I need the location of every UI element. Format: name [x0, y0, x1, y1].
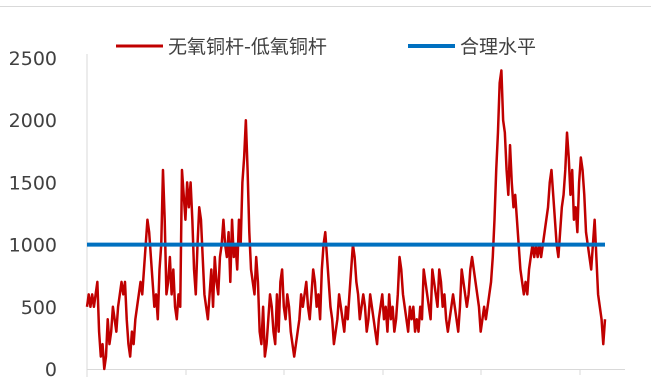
series-spread [85, 69, 607, 371]
chart-legend: 无氧铜杆-低氧铜杆 合理水平 [116, 36, 536, 58]
frame-top-rule [0, 6, 651, 7]
y-tick-label: 1000 [9, 235, 57, 257]
legend-label: 合理水平 [460, 36, 536, 58]
series-layer [85, 69, 607, 371]
y-tick-label: 2500 [9, 48, 57, 70]
y-tick-label: 1500 [9, 172, 57, 194]
series-line-spread [85, 69, 607, 371]
legend-label: 无氧铜杆-低氧铜杆 [168, 36, 327, 58]
legend-item-spread: 无氧铜杆-低氧铜杆 [116, 36, 327, 58]
chart-axes [86, 54, 625, 377]
y-tick-label: 2000 [9, 110, 57, 132]
y-axis-ticks: 0 500 1000 1500 2000 2500 [9, 48, 57, 381]
y-tick-label: 0 [45, 359, 57, 381]
legend-item-fair-level: 合理水平 [408, 36, 536, 58]
y-tick-label: 500 [21, 297, 57, 319]
